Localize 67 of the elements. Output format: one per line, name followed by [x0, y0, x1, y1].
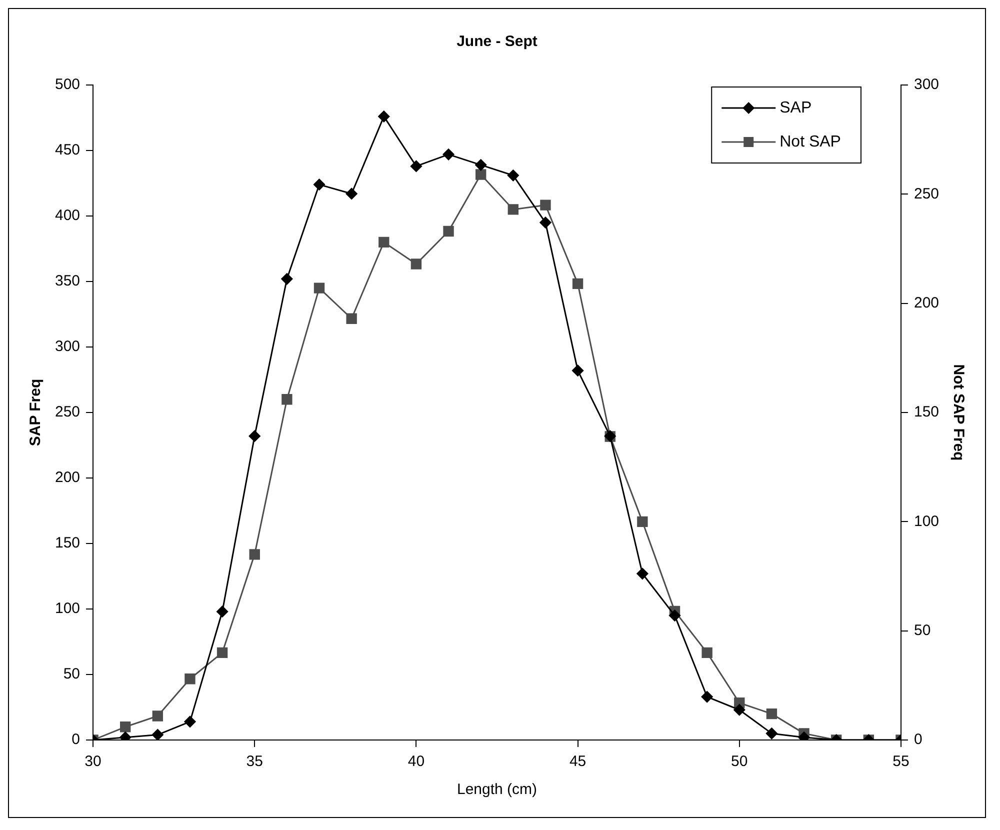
y2-axis-title: Not SAP Freq: [950, 364, 967, 461]
point: [766, 728, 778, 740]
y2-tick-label: 200: [914, 294, 940, 312]
point: [766, 708, 778, 720]
point: [216, 647, 228, 658]
y2-tick-label: 50: [914, 622, 931, 639]
point: [120, 722, 131, 732]
y2-tick-label: 300: [914, 76, 940, 94]
point: [669, 610, 680, 622]
y-axis-title: SAP Freq: [27, 378, 44, 446]
point: [314, 282, 325, 294]
point: [443, 226, 454, 237]
point: [540, 216, 552, 228]
point: [540, 200, 551, 210]
point: [410, 258, 422, 270]
point: [281, 273, 293, 285]
point: [475, 169, 486, 180]
point: [734, 704, 746, 716]
point: [378, 236, 390, 248]
point: [378, 110, 390, 122]
x-tick-label: 40: [408, 753, 425, 770]
point: [636, 568, 648, 580]
point: [475, 159, 487, 171]
point: [442, 148, 454, 160]
y-tick-label: 450: [54, 142, 80, 159]
y-tick-label: 150: [54, 534, 80, 552]
x-tick-label: 30: [84, 753, 102, 770]
point: [184, 674, 196, 684]
point: [184, 716, 196, 728]
point: [637, 516, 648, 528]
y-tick-label: 0: [72, 731, 80, 748]
point: [346, 188, 358, 200]
y2-tick-label: 250: [914, 185, 940, 202]
y-tick-label: 350: [54, 272, 80, 290]
chart-title: June - Sept: [456, 33, 538, 50]
x-tick-label: 55: [892, 753, 910, 770]
y2-tick-label: 150: [914, 404, 940, 421]
x-axis-title: Length (cm): [456, 781, 538, 798]
point: [152, 710, 164, 722]
point: [702, 647, 712, 658]
y-tick-label: 400: [54, 207, 80, 224]
y-tick-label: 500: [54, 76, 80, 94]
point: [346, 313, 357, 324]
legend-label: Not SAP: [780, 133, 841, 150]
y-tick-label: 250: [54, 404, 80, 421]
x-tick-label: 45: [569, 753, 586, 770]
point: [216, 606, 228, 618]
point: [282, 394, 292, 405]
point: [249, 549, 260, 560]
y-tick-label: 100: [54, 600, 80, 618]
y-tick-label: 50: [63, 666, 80, 683]
point: [152, 729, 164, 740]
x-tick-label: 35: [246, 753, 263, 770]
y2-tick-label: 0: [914, 731, 922, 748]
y-tick-label: 200: [54, 469, 80, 486]
point: [314, 178, 325, 190]
y2-tick-label: 100: [914, 512, 940, 530]
legend-label: SAP: [780, 99, 812, 116]
point: [248, 430, 260, 442]
point: [701, 691, 713, 703]
x-tick-label: 50: [731, 753, 748, 770]
point: [508, 204, 519, 215]
point: [572, 364, 584, 376]
point: [410, 160, 422, 172]
point: [572, 278, 584, 290]
y-tick-label: 300: [54, 338, 80, 356]
point: [507, 170, 519, 182]
